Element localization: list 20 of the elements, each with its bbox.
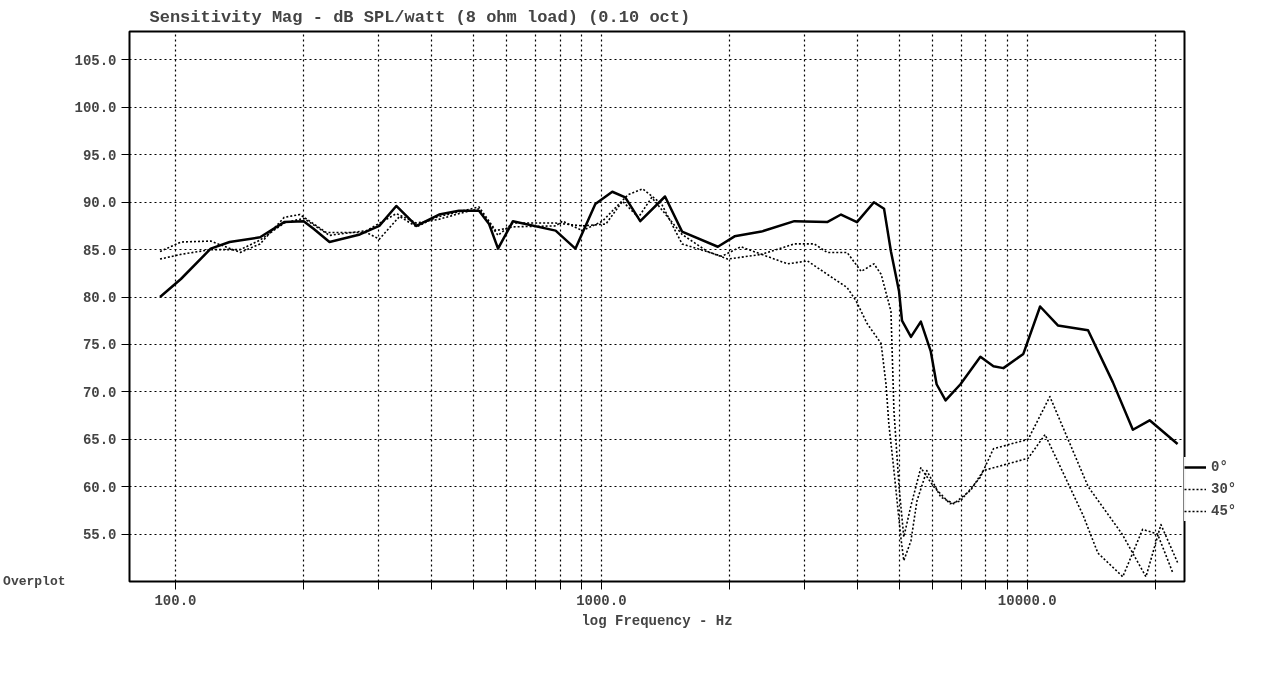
x-axis-title: log Frequency - Hz bbox=[581, 612, 733, 629]
y-tick-label: 55.0 bbox=[82, 527, 117, 544]
y-tick-label: 70.0 bbox=[82, 384, 117, 401]
text: Overplot bbox=[3, 574, 66, 589]
chart-title: Sensitivity Mag - dB SPL/watt (8 ohm load) (0.10 oct) bbox=[149, 7, 691, 27]
y-tick-label: 100.0 bbox=[74, 100, 117, 117]
y-tick-label: 60.0 bbox=[82, 479, 117, 496]
y-tick-label: 95.0 bbox=[82, 147, 117, 164]
y-tick-label: 105.0 bbox=[74, 52, 117, 69]
y-tick-label: 90.0 bbox=[82, 195, 117, 212]
legend-label: 45° bbox=[1211, 503, 1237, 519]
y-tick-label: 75.0 bbox=[82, 337, 117, 354]
x-tick-label: 100.0 bbox=[154, 592, 197, 609]
y-tick-label: 85.0 bbox=[82, 242, 117, 259]
y-tick-label: 65.0 bbox=[82, 432, 117, 449]
legend-label: 30° bbox=[1211, 481, 1237, 497]
y-tick-label: 80.0 bbox=[82, 290, 117, 307]
x-tick-label: 10000.0 bbox=[997, 592, 1057, 609]
legend-label: 0° bbox=[1211, 459, 1229, 475]
x-tick-label: 1000.0 bbox=[576, 592, 627, 609]
